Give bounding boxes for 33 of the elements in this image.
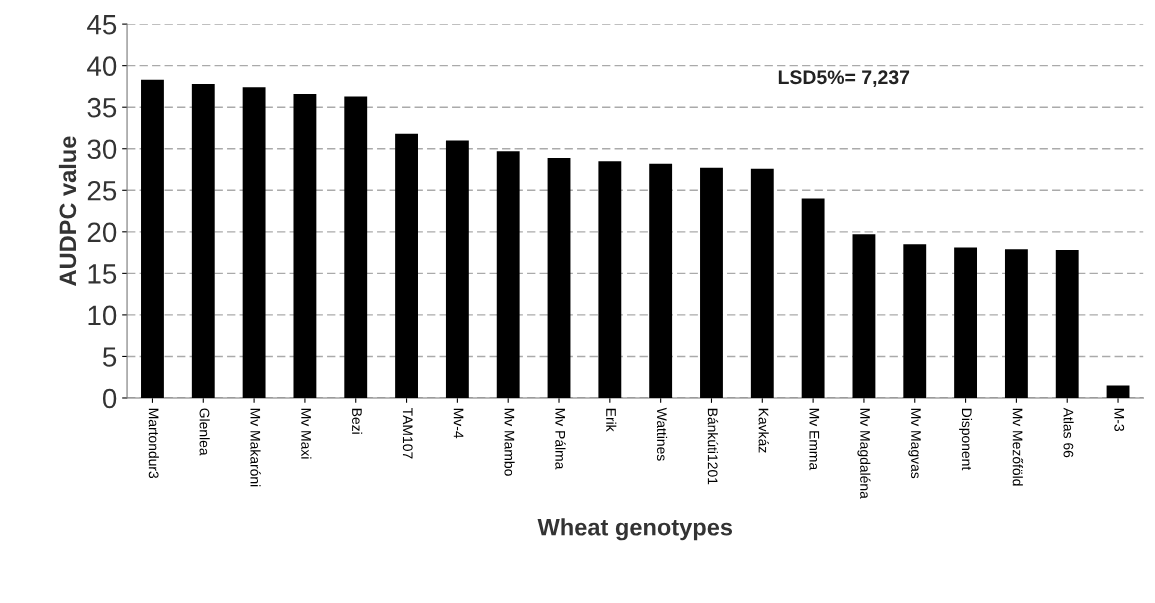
y-tick-label: 35	[87, 97, 117, 118]
y-tick-label: 5	[102, 347, 117, 367]
x-tick-label: Bezi	[352, 408, 363, 434]
x-tick-label: Mv Emma	[809, 408, 820, 471]
y-tick-label: 20	[87, 222, 117, 243]
x-tick-label: Bánkúti1201	[707, 408, 719, 485]
x-tick-label: Glenlea	[199, 408, 210, 456]
x-axis-title: Wheat genotypes	[537, 518, 733, 541]
y-tick-label: 40	[87, 56, 117, 76]
y-tick-label: 45	[87, 15, 117, 35]
y-tick-label: 15	[88, 264, 117, 284]
x-tick-label: Mv Magvas	[908, 408, 921, 479]
x-tick-label: Mv Makaróni	[250, 408, 261, 487]
x-tick-label: Kavkáz	[758, 408, 769, 453]
x-tick-label: Mv-4	[453, 408, 464, 439]
x-tick-label: Mv Pálma	[555, 408, 566, 470]
x-tick-label: Martondur3	[148, 408, 159, 479]
x-tick-label: Wattines	[656, 407, 668, 461]
x-tick-label: Atlas 66	[1063, 407, 1074, 458]
x-tick-label: Erik	[606, 408, 617, 432]
y-tick-label: 0	[102, 388, 117, 409]
x-tick-label: Mv Mambo	[504, 408, 515, 476]
annotation: LSD5%= 7,237	[778, 70, 910, 87]
x-tick-label: Mv Mezőföld	[1012, 408, 1024, 486]
x-tick-label: Disponent	[959, 408, 973, 471]
y-axis-title: AUDPC value	[58, 136, 77, 286]
x-tick-label: Mv Maxi	[301, 408, 312, 459]
x-tick-label: Mv Magdaléna	[857, 408, 871, 499]
y-tick-label: 30	[87, 139, 117, 160]
y-tick-label: 25	[87, 180, 117, 201]
x-tick-label: TAM107	[402, 408, 413, 459]
y-tick-label: 10	[88, 305, 117, 326]
x-tick-label: M-3	[1114, 408, 1125, 432]
